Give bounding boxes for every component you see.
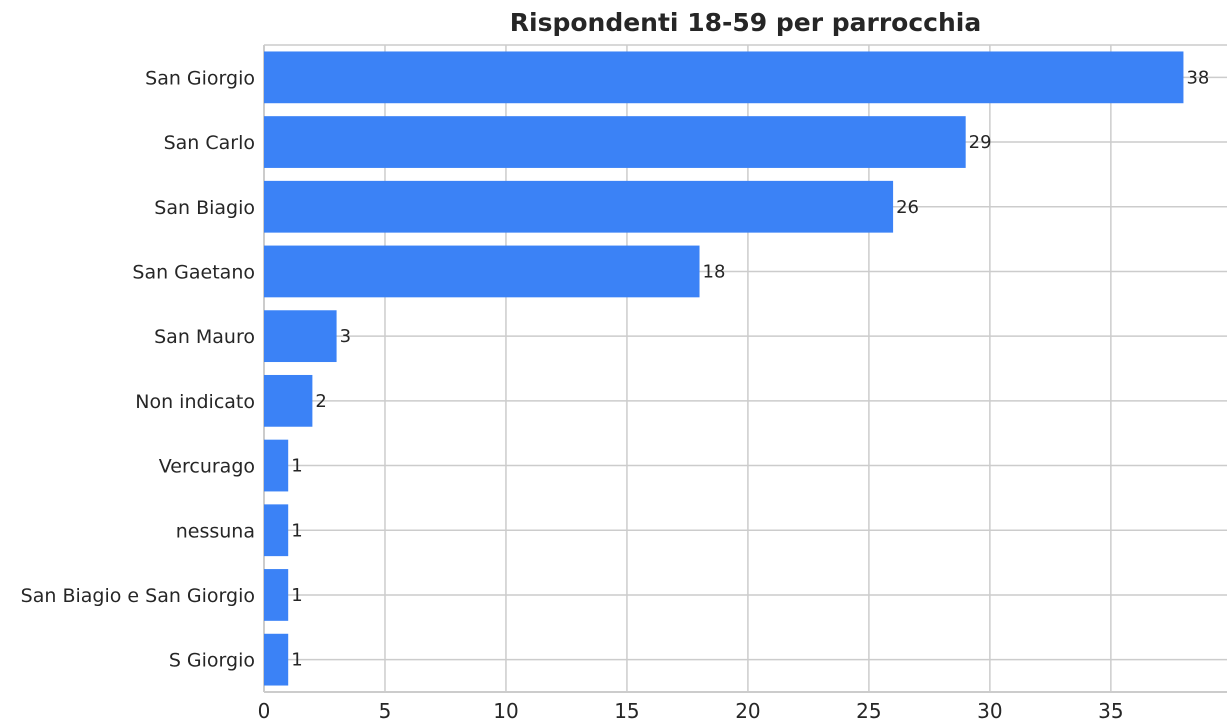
x-tick-label: 5	[379, 699, 392, 721]
bar	[264, 504, 289, 557]
x-tick-label: 15	[614, 699, 639, 721]
category-label: S Giorgio	[169, 650, 255, 672]
x-tick-label: 25	[856, 699, 881, 721]
bar	[264, 116, 966, 168]
bar	[264, 51, 1184, 104]
category-label: San Biagio	[154, 197, 255, 219]
bar	[264, 569, 289, 621]
x-tick-label: 20	[735, 699, 760, 721]
data-label: 1	[291, 585, 302, 606]
x-tick-label: 0	[258, 699, 271, 721]
bar	[264, 374, 313, 427]
bar	[264, 180, 894, 233]
data-label: 26	[896, 197, 919, 218]
data-label: 29	[969, 132, 992, 153]
category-label: San Biagio e San Giorgio	[21, 585, 255, 607]
bar	[264, 245, 700, 298]
category-label: nessuna	[176, 520, 255, 542]
data-label: 1	[291, 456, 302, 477]
x-tick-label: 30	[977, 699, 1002, 721]
bar	[264, 310, 337, 363]
bar	[264, 439, 289, 492]
data-label: 3	[340, 326, 351, 347]
x-tick-label: 35	[1098, 699, 1123, 721]
category-label: Non indicato	[135, 391, 255, 413]
category-label: San Giorgio	[145, 67, 255, 89]
category-label: San Carlo	[164, 132, 255, 154]
category-label: San Mauro	[154, 326, 255, 348]
chart-title: Rispondenti 18-59 per parrocchia	[509, 8, 982, 37]
data-label: 1	[291, 650, 302, 671]
x-tick-label: 10	[493, 699, 518, 721]
data-label: 38	[1186, 67, 1209, 88]
category-label: Vercurago	[159, 456, 255, 478]
bar	[264, 633, 289, 686]
category-label: San Gaetano	[132, 261, 255, 283]
data-label: 2	[315, 391, 326, 412]
data-label: 1	[291, 520, 302, 541]
data-label: 18	[703, 261, 726, 282]
